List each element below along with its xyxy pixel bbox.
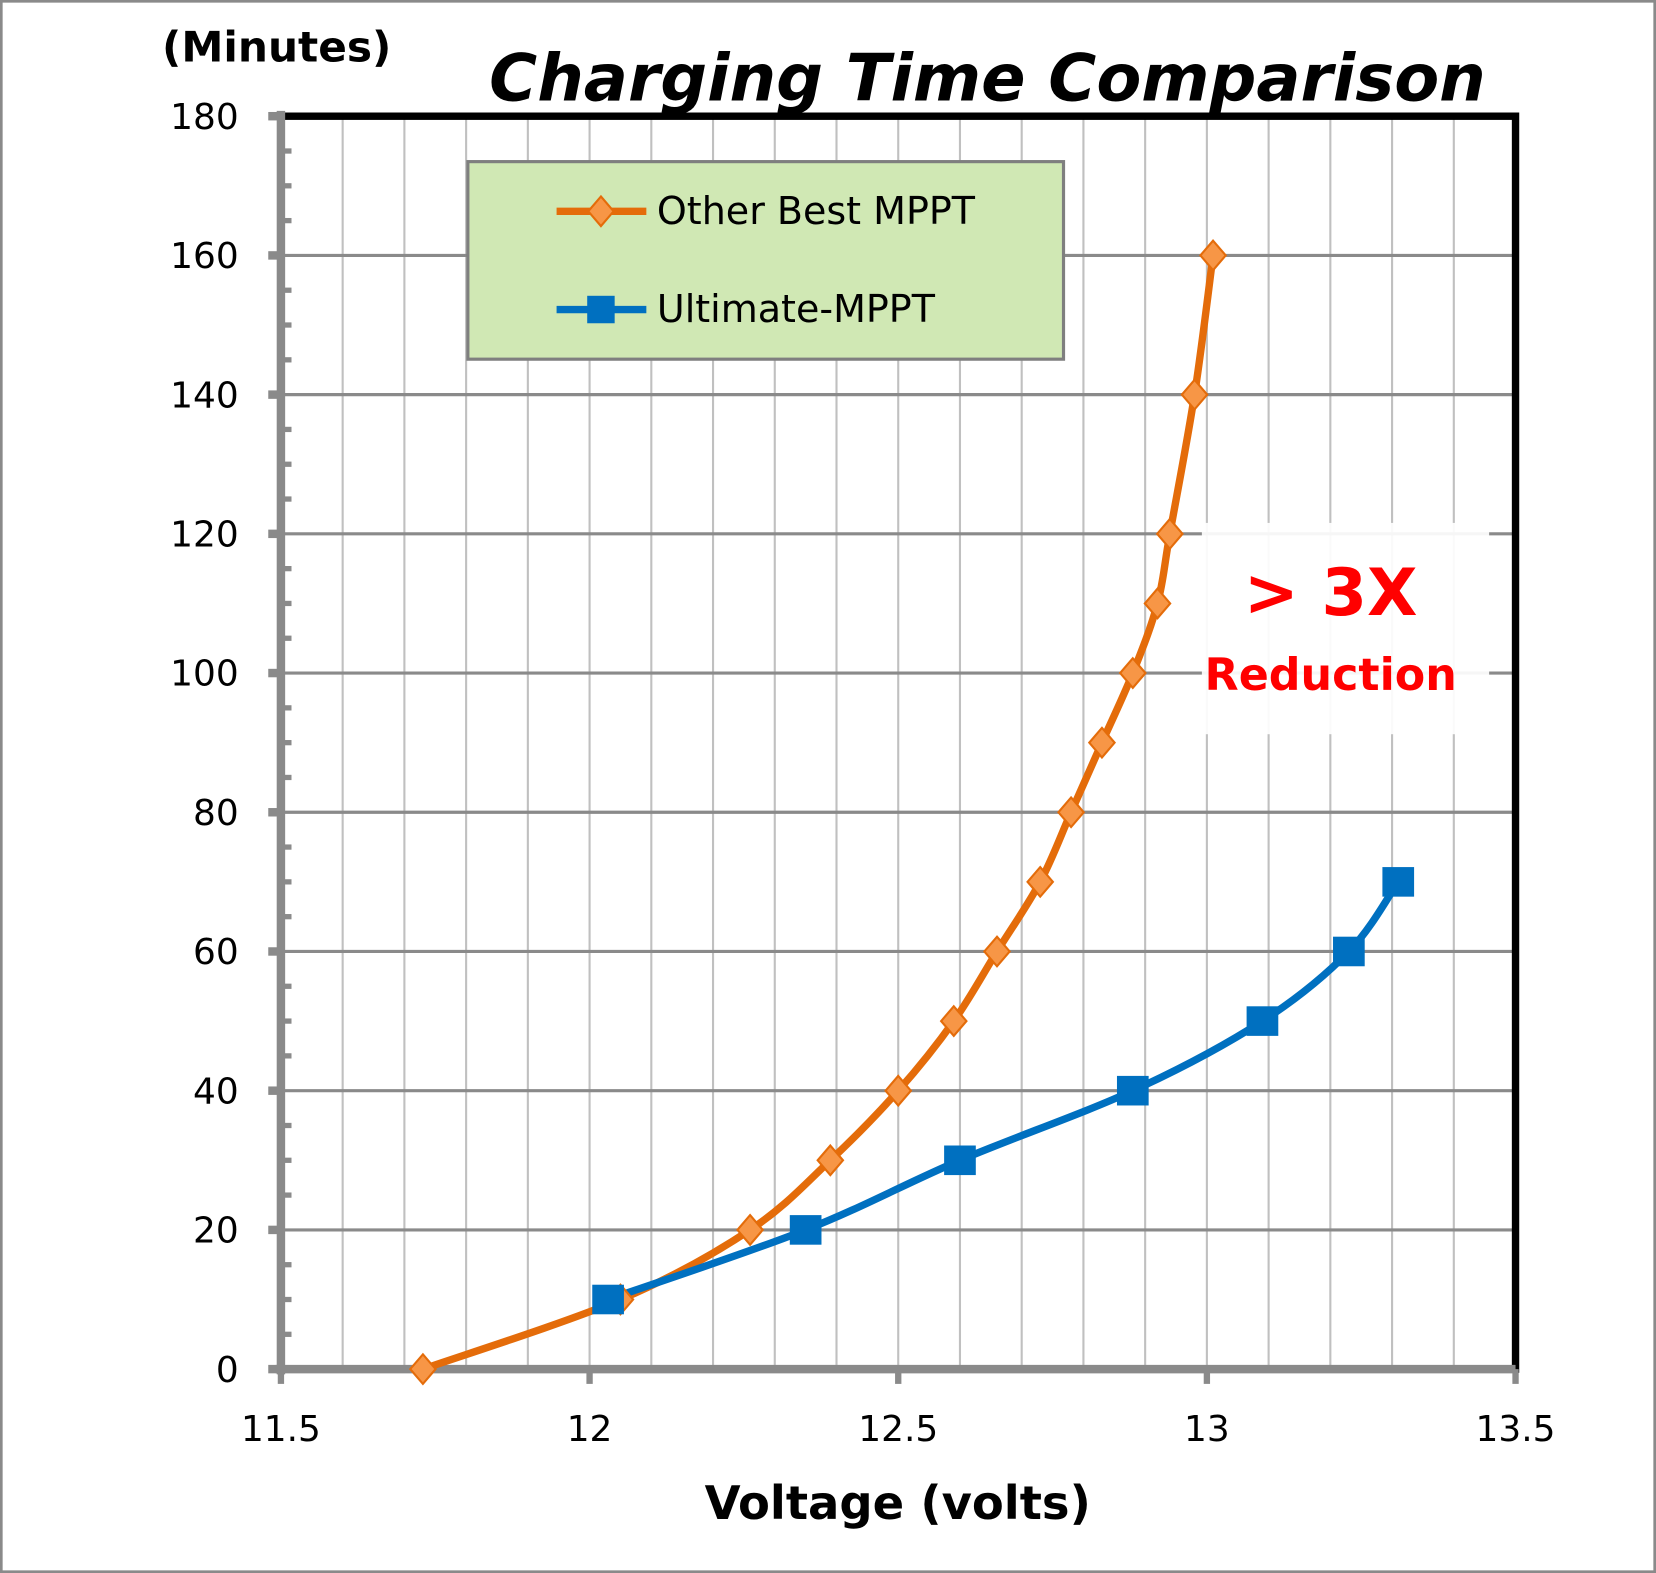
series-layer <box>408 239 1415 1386</box>
x-tick-labels: 11.5 12 12.5 13 13.5 <box>241 1369 1556 1450</box>
data-point-other-best-mppt <box>1118 656 1147 690</box>
data-point-other-best-mppt <box>408 1352 437 1386</box>
data-point-other-best-mppt <box>884 1074 913 1108</box>
annotation-3x: > 3X <box>1244 555 1418 631</box>
data-point-other-best-mppt <box>1026 865 1055 899</box>
x-tick-label: 13 <box>1184 1409 1230 1450</box>
data-point-other-best-mppt <box>982 935 1012 968</box>
y-tick-label: 100 <box>170 654 239 695</box>
axes <box>268 110 1516 1375</box>
data-point-other-best-mppt <box>939 1004 968 1038</box>
data-point-ultimate-mppt <box>944 1145 976 1176</box>
y-tick-label: 180 <box>170 97 239 138</box>
chart-title: Charging Time Comparison <box>489 40 1486 116</box>
y-tick-label: 20 <box>193 1211 239 1252</box>
data-point-other-best-mppt <box>1087 726 1117 760</box>
x-tick-label: 13.5 <box>1476 1409 1556 1450</box>
annotation-box <box>1201 522 1490 735</box>
x-tick-label: 12 <box>567 1409 613 1450</box>
y-tick-labels: 0 20 40 60 80 100 120 140 160 180 <box>170 97 239 1391</box>
y-tick-label: 160 <box>170 236 239 277</box>
data-point-ultimate-mppt <box>1382 867 1415 897</box>
legend-diamond-icon <box>586 194 615 228</box>
data-point-ultimate-mppt <box>789 1215 822 1245</box>
data-point-ultimate-mppt <box>592 1284 624 1315</box>
data-point-ultimate-mppt <box>1333 936 1365 967</box>
data-point-other-best-mppt <box>1143 587 1172 620</box>
y-tick-label: 40 <box>193 1071 239 1112</box>
legend-box <box>466 160 1066 361</box>
data-point-other-best-mppt <box>1198 239 1228 272</box>
y-tick-label: 120 <box>170 515 239 556</box>
x-tick-label: 12.5 <box>858 1409 938 1450</box>
data-point-other-best-mppt <box>1155 517 1184 551</box>
legend: Other Best MPPT Ultimate-MPPT <box>466 160 1066 361</box>
data-point-ultimate-mppt <box>1116 1075 1149 1106</box>
y-tick-label: 80 <box>193 793 239 834</box>
y-tick-label: 140 <box>170 375 239 416</box>
annotation-reduction: Reduction <box>1205 650 1457 701</box>
data-point-other-best-mppt <box>1180 378 1209 412</box>
data-point-other-best-mppt <box>736 1213 765 1247</box>
legend-label-ultimate: Ultimate-MPPT <box>657 287 936 331</box>
y-axis-label: (Minutes) <box>162 22 391 71</box>
y-tick-label: 0 <box>216 1350 239 1391</box>
x-tick-label: 11.5 <box>241 1409 321 1450</box>
legend-label-other: Other Best MPPT <box>657 189 976 233</box>
x-axis-label: Voltage (volts) <box>705 1476 1091 1530</box>
data-point-other-best-mppt <box>1057 795 1086 829</box>
y-tick-label: 60 <box>193 932 239 973</box>
data-point-other-best-mppt <box>816 1143 845 1177</box>
legend-square-icon <box>587 295 615 324</box>
data-point-ultimate-mppt <box>1246 1006 1279 1036</box>
